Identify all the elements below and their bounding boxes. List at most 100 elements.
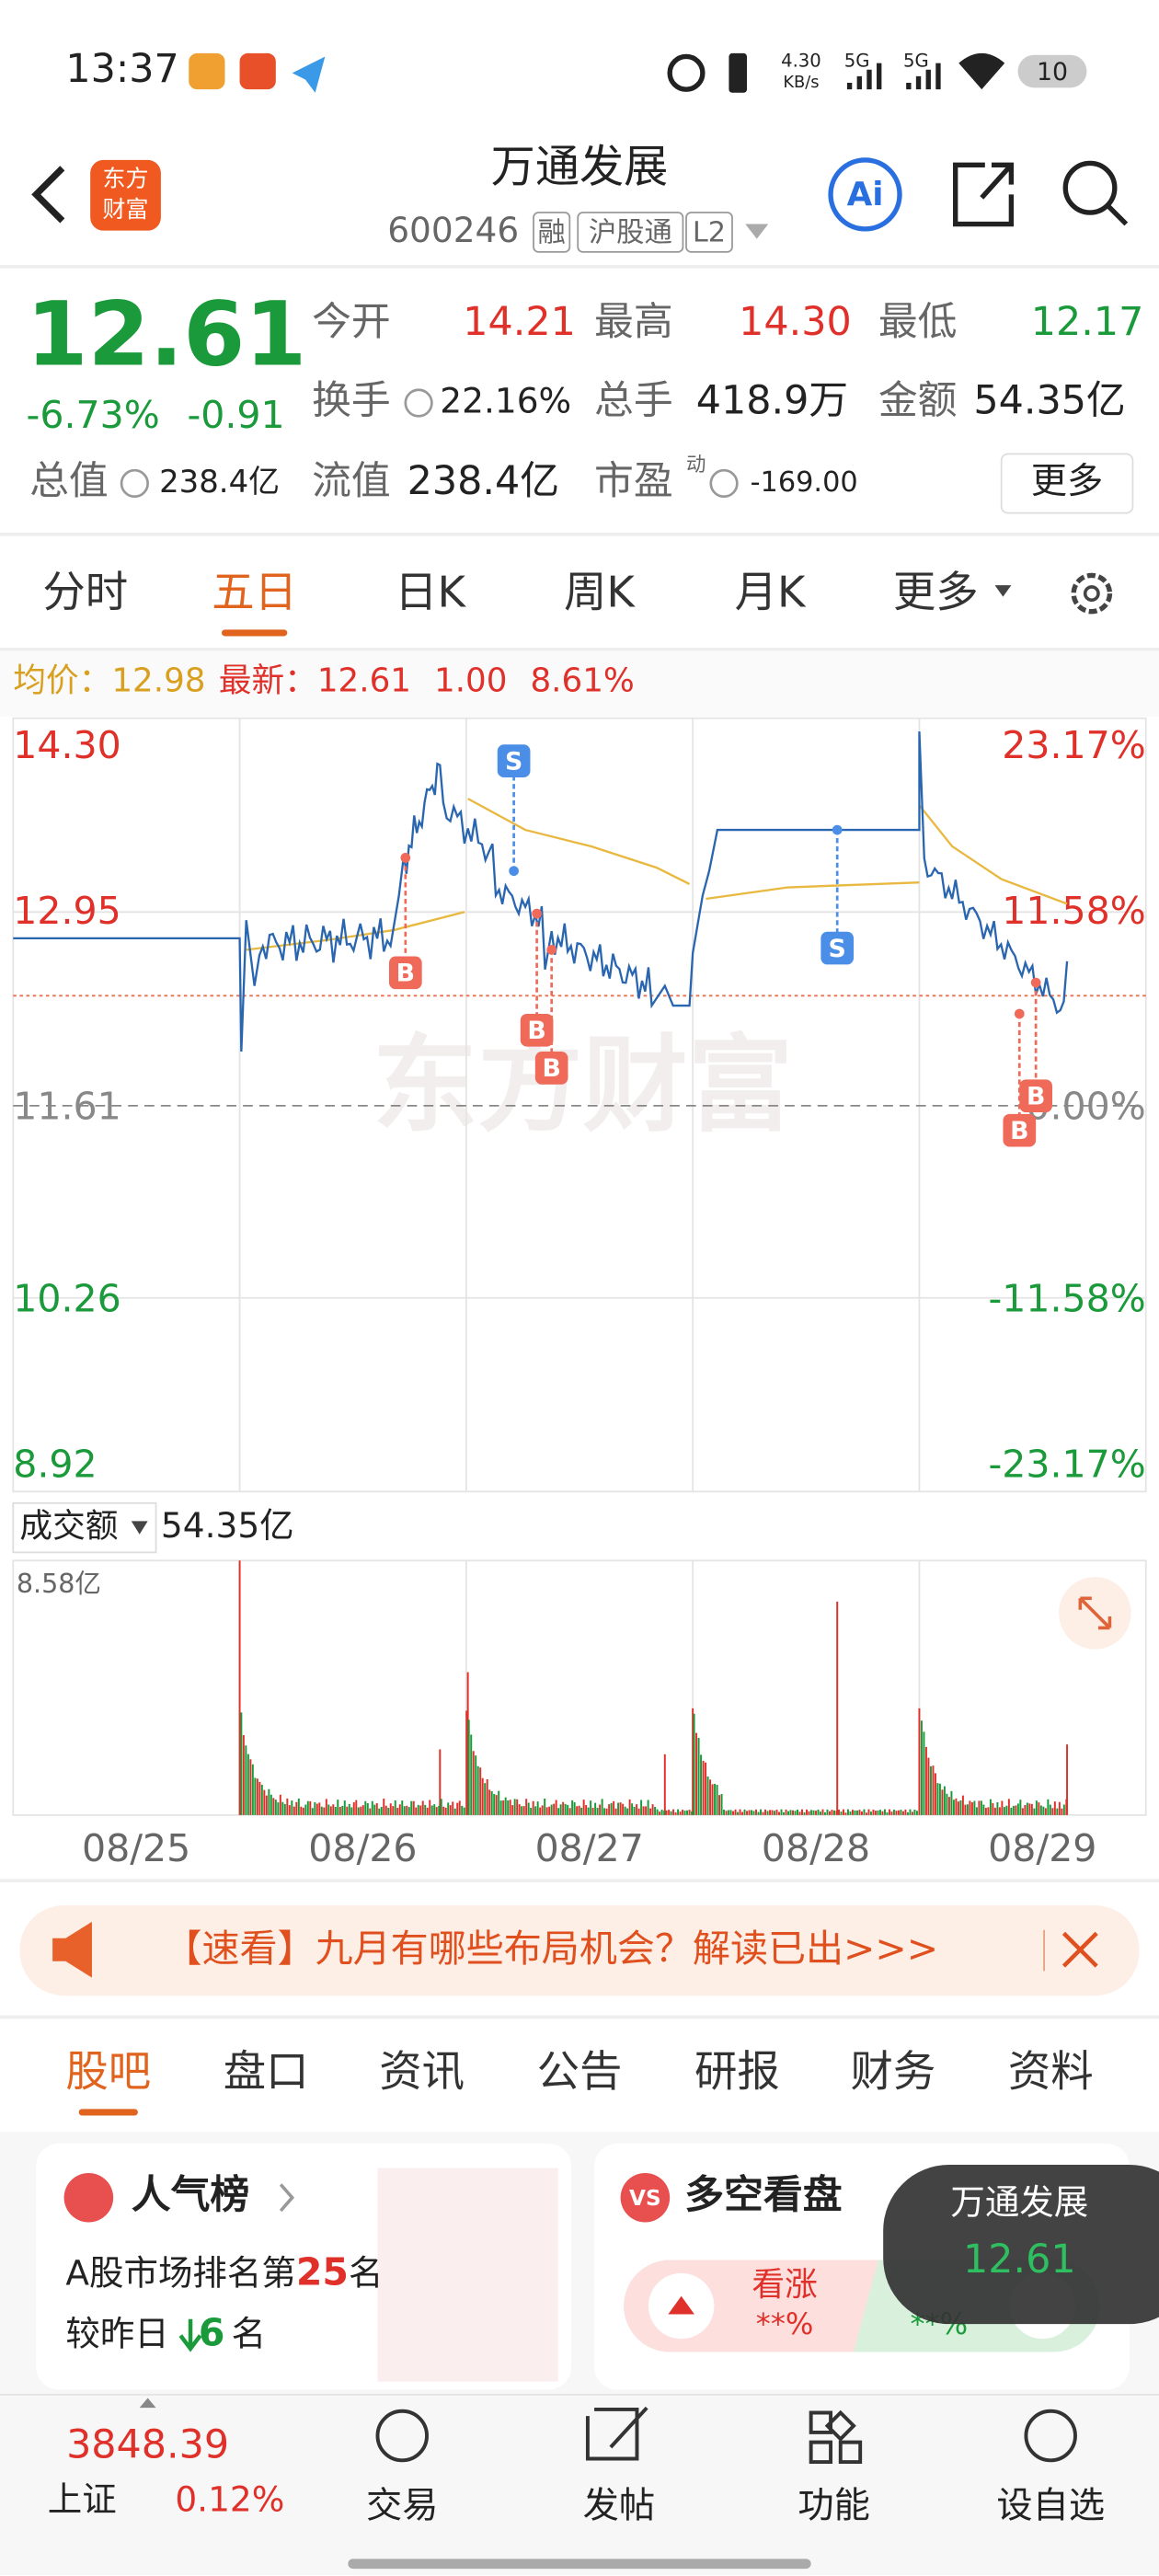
index-name[interactable]: 上证 bbox=[48, 2478, 117, 2519]
latest-label: 最新： bbox=[219, 661, 317, 699]
volume-label[interactable]: 成交额 bbox=[19, 1508, 118, 1546]
search-button[interactable] bbox=[1062, 160, 1118, 215]
volume-max: 8.58亿 bbox=[17, 1568, 101, 1599]
close-button[interactable] bbox=[1061, 1931, 1098, 1968]
tab[interactable]: 分时 bbox=[42, 567, 128, 616]
info-icon[interactable] bbox=[120, 468, 149, 499]
more-label[interactable]: 更多 bbox=[1031, 461, 1104, 502]
section-tab[interactable]: 资讯 bbox=[379, 2046, 465, 2096]
tab[interactable]: 日K bbox=[395, 567, 466, 616]
trade-marker[interactable] bbox=[820, 931, 855, 965]
nav-icon[interactable] bbox=[375, 2409, 429, 2463]
time: 13:37 bbox=[65, 46, 178, 92]
nav-label[interactable]: 发帖 bbox=[583, 2486, 656, 2527]
ai-label[interactable]: Ai bbox=[847, 176, 884, 213]
trade-marker-label: B bbox=[396, 960, 415, 988]
tab[interactable]: 更多 bbox=[893, 567, 979, 616]
section-tab[interactable]: 资料 bbox=[1008, 2046, 1094, 2096]
nav-icon[interactable] bbox=[585, 2406, 648, 2461]
avg: 12.98 bbox=[111, 661, 205, 699]
pe-superscript: 动 bbox=[686, 454, 706, 477]
y-axis-label: 10.26 bbox=[13, 1276, 120, 1320]
section-tab[interactable]: 研报 bbox=[694, 2046, 780, 2096]
wifi bbox=[958, 52, 1005, 90]
nav-label[interactable]: 交易 bbox=[366, 2486, 439, 2527]
tab[interactable]: 月K bbox=[735, 567, 807, 616]
nav-icon[interactable] bbox=[809, 2409, 863, 2465]
nav-items: 交易 发帖 功能 设自选 bbox=[366, 2406, 1105, 2527]
logo bbox=[90, 159, 161, 231]
volume-selector[interactable] bbox=[12, 1501, 157, 1554]
section-tab[interactable]: 股吧 bbox=[65, 2046, 151, 2096]
nav-label[interactable]: 功能 bbox=[798, 2486, 869, 2527]
stat-value: 238.4亿 bbox=[159, 464, 280, 500]
logo-text: 东方 bbox=[103, 165, 149, 191]
stat-value: 22.16% bbox=[440, 381, 571, 421]
trade-marker[interactable] bbox=[497, 744, 531, 777]
tab[interactable]: 五日 bbox=[212, 567, 297, 616]
info-icon[interactable] bbox=[709, 468, 739, 499]
y2-axis-label: 11.58% bbox=[1002, 889, 1145, 933]
ai-button[interactable] bbox=[828, 157, 902, 232]
tag: 沪股通 bbox=[589, 217, 672, 249]
stat-label: 总值 bbox=[29, 458, 109, 504]
section-tab[interactable]: 盘口 bbox=[224, 2046, 309, 2096]
volume-bars-up bbox=[238, 1560, 1069, 1815]
chevron bbox=[279, 2183, 295, 2213]
more-button[interactable] bbox=[1000, 453, 1134, 514]
settings-button[interactable] bbox=[1071, 572, 1113, 615]
tags: 融沪股通 L2 bbox=[533, 212, 733, 253]
avg-label: 均价： bbox=[13, 661, 111, 699]
banner[interactable] bbox=[19, 1905, 1140, 1996]
tabs: 分时 五日 日K 周K 月K 更多 bbox=[42, 567, 1012, 637]
avg-line bbox=[246, 798, 1068, 951]
tag-box bbox=[577, 212, 684, 253]
rank-suffix: 名 bbox=[349, 2252, 383, 2293]
nav-icon[interactable] bbox=[1024, 2409, 1077, 2463]
tab[interactable]: 周K bbox=[564, 567, 636, 616]
trade-marker-label: B bbox=[1027, 1082, 1045, 1110]
floating-quote[interactable] bbox=[883, 2165, 1159, 2325]
amplitude: 8.61% bbox=[530, 661, 634, 699]
net-speed: 4.30 bbox=[781, 50, 821, 71]
trade-marker-label: B bbox=[527, 1017, 545, 1045]
stat-value: 14.21 bbox=[463, 299, 576, 345]
card-title: 多空看盘 bbox=[684, 2172, 842, 2218]
app-icon bbox=[239, 52, 276, 90]
tab-indicator bbox=[221, 629, 288, 637]
stock-name: 万通发展 bbox=[491, 142, 669, 193]
tag-box bbox=[685, 212, 733, 253]
network: 5G bbox=[844, 50, 870, 71]
marker-dot bbox=[509, 866, 519, 877]
share-button[interactable] bbox=[953, 162, 1015, 227]
trade-marker-label: S bbox=[505, 747, 522, 776]
x-axis-label: 08/29 bbox=[988, 1826, 1096, 1870]
bull-value: **% bbox=[756, 2306, 814, 2341]
back-button[interactable] bbox=[31, 166, 65, 224]
tag-box bbox=[533, 212, 571, 253]
dropdown-arrow bbox=[994, 585, 1012, 597]
banner-text[interactable]: 【速看】九月有哪些布局机会？解读已出>>> bbox=[164, 1926, 938, 1971]
stats: 今开 14.21 最高 14.30 最低 12.17 换手 22.16% 总手 418.9万 金额 5… bbox=[29, 299, 1143, 504]
section-tab[interactable]: 财务 bbox=[850, 2046, 935, 2096]
nav-label[interactable]: 设自选 bbox=[996, 2486, 1105, 2527]
expand-arrow[interactable] bbox=[139, 2398, 156, 2409]
rank-prefix: A股市场排名第 bbox=[65, 2252, 295, 2293]
trade-marker[interactable] bbox=[1003, 1113, 1037, 1147]
trade-marker[interactable] bbox=[1019, 1079, 1052, 1113]
stat-label: 今开 bbox=[312, 299, 391, 345]
trade-marker[interactable] bbox=[534, 1052, 568, 1085]
stat-label: 最低 bbox=[878, 299, 958, 345]
section-tab[interactable]: 公告 bbox=[537, 2046, 623, 2096]
trade-marker[interactable] bbox=[388, 956, 422, 990]
tag: 融 bbox=[537, 217, 565, 249]
y-axis-label: 14.30 bbox=[13, 723, 120, 767]
index-pct[interactable]: 0.12% bbox=[175, 2478, 284, 2519]
y-axis-label: 12.95 bbox=[13, 889, 120, 933]
y-axis-label: 8.92 bbox=[13, 1443, 97, 1487]
stat-value: -169.00 bbox=[751, 466, 858, 499]
info-icon[interactable] bbox=[404, 388, 433, 418]
index-value[interactable]: 3848.39 bbox=[66, 2422, 229, 2468]
trade-marker[interactable] bbox=[520, 1013, 554, 1047]
